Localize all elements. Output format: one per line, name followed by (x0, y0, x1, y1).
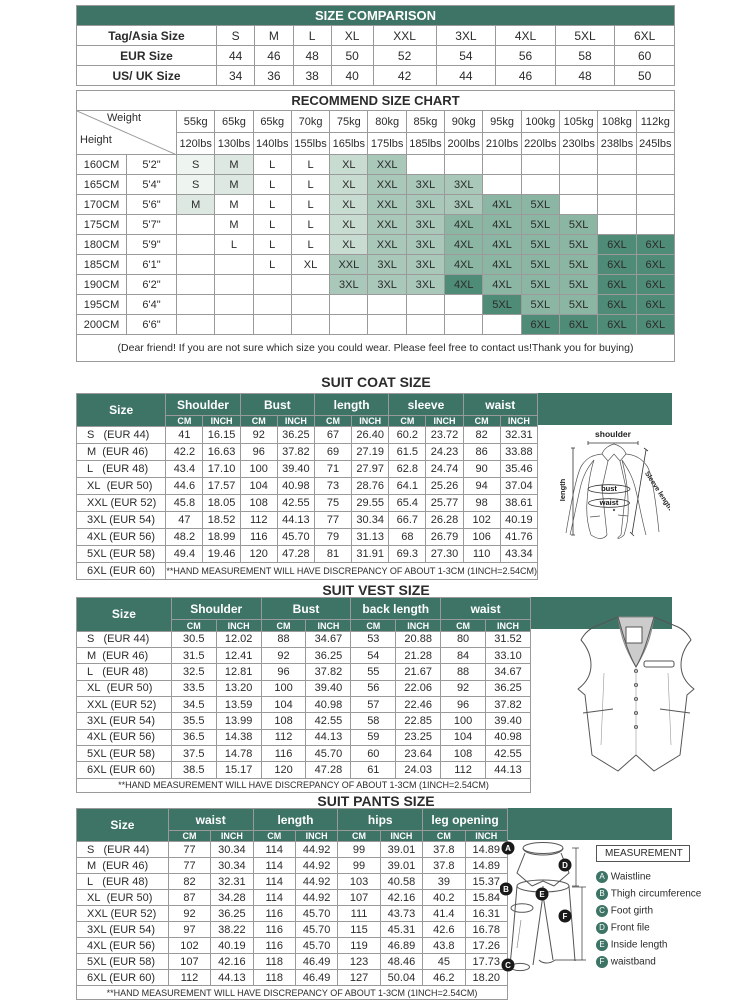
svg-text:bust: bust (601, 484, 617, 493)
svg-text:A: A (505, 844, 511, 853)
svg-text:length: length (560, 478, 567, 501)
svg-text:E: E (539, 890, 545, 899)
svg-text:shoulder: shoulder (595, 429, 632, 439)
svg-text:C: C (505, 961, 511, 970)
svg-text:Sleeve length: Sleeve length (643, 470, 670, 512)
svg-text:B: B (503, 885, 509, 894)
svg-text:waist: waist (599, 498, 619, 507)
svg-text:F: F (563, 912, 568, 921)
svg-text:D: D (562, 861, 568, 870)
